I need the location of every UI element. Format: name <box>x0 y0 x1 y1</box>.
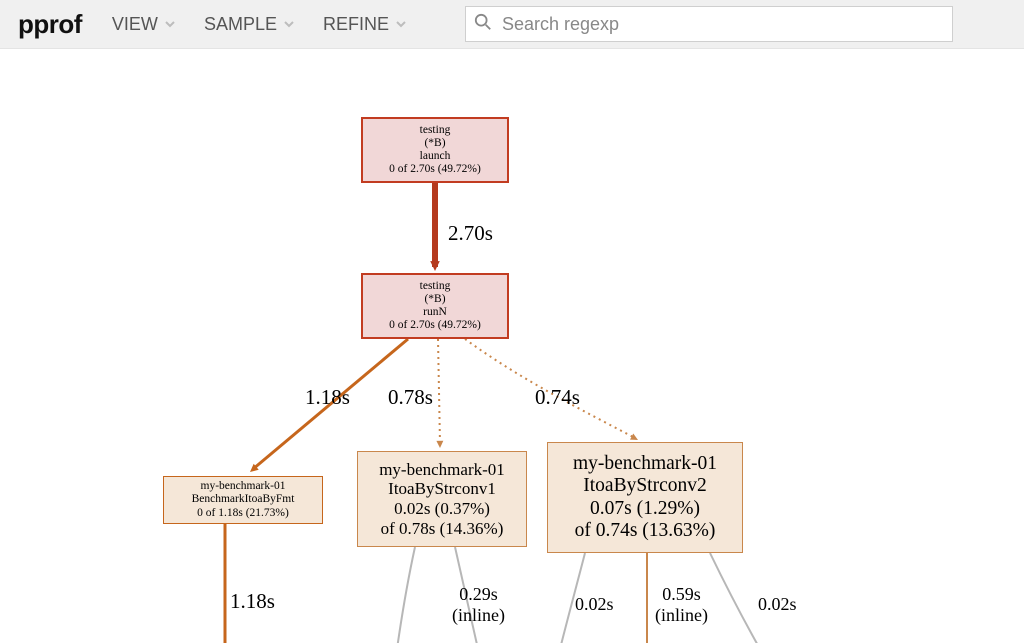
edge-label: 1.18s <box>305 385 350 410</box>
graph-node[interactable]: my-benchmark-01ItoaByStrconv20.07s (1.29… <box>547 442 743 553</box>
edge-label: 1.18s <box>230 589 275 614</box>
menu-sample[interactable]: SAMPLE <box>204 14 295 35</box>
edge-label: 2.70s <box>448 221 493 246</box>
edge-label: 0.74s <box>535 385 580 410</box>
graph-node[interactable]: testing(*B)runN0 of 2.70s (49.72%) <box>361 273 509 339</box>
menu-sample-label: SAMPLE <box>204 14 277 35</box>
edge-label: 0.59s(inline) <box>655 584 708 626</box>
menu-refine[interactable]: REFINE <box>323 14 407 35</box>
menu-view-label: VIEW <box>112 14 158 35</box>
chevron-down-icon <box>283 18 295 30</box>
graph-canvas[interactable]: 2.70s 1.18s 0.78s 0.74s 1.18s 0.29s(inline) 0.… <box>0 49 1024 643</box>
topbar: pprof VIEW SAMPLE REFINE <box>0 0 1024 49</box>
graph-node[interactable]: my-benchmark-01ItoaByStrconv10.02s (0.37… <box>357 451 527 547</box>
search-icon <box>474 13 492 36</box>
search-box[interactable] <box>465 6 953 42</box>
chevron-down-icon <box>164 18 176 30</box>
menu-view[interactable]: VIEW <box>112 14 176 35</box>
chevron-down-icon <box>395 18 407 30</box>
app-logo: pprof <box>18 9 82 40</box>
edge-label: 0.78s <box>388 385 433 410</box>
graph-edges-layer <box>0 49 1024 643</box>
search-input[interactable] <box>500 13 944 36</box>
graph-node[interactable]: my-benchmark-01BenchmarkItoaByFmt0 of 1.… <box>163 476 323 524</box>
edge-label: 0.29s(inline) <box>452 584 505 626</box>
edge-label: 0.02s <box>758 594 797 615</box>
menu-refine-label: REFINE <box>323 14 389 35</box>
edge-label: 0.02s <box>575 594 614 615</box>
graph-node[interactable]: testing(*B)launch0 of 2.70s (49.72%) <box>361 117 509 183</box>
